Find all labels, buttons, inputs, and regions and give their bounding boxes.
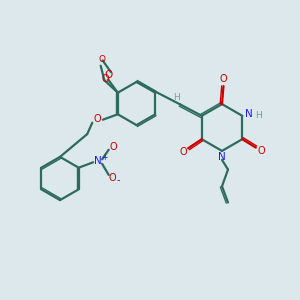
Text: H: H [173, 93, 180, 102]
Text: O: O [94, 114, 101, 124]
Text: O: O [179, 147, 187, 157]
Text: N: N [94, 156, 101, 167]
Text: H: H [255, 111, 262, 120]
Text: -: - [117, 175, 120, 185]
Text: O: O [109, 142, 117, 152]
Text: O: O [105, 70, 113, 80]
Text: N: N [245, 109, 253, 119]
Text: O: O [109, 173, 116, 183]
Text: O: O [101, 74, 109, 85]
Text: +: + [101, 153, 108, 162]
Text: O: O [98, 55, 105, 64]
Text: O: O [220, 74, 227, 85]
Text: N: N [218, 152, 226, 163]
Text: O: O [257, 146, 265, 156]
